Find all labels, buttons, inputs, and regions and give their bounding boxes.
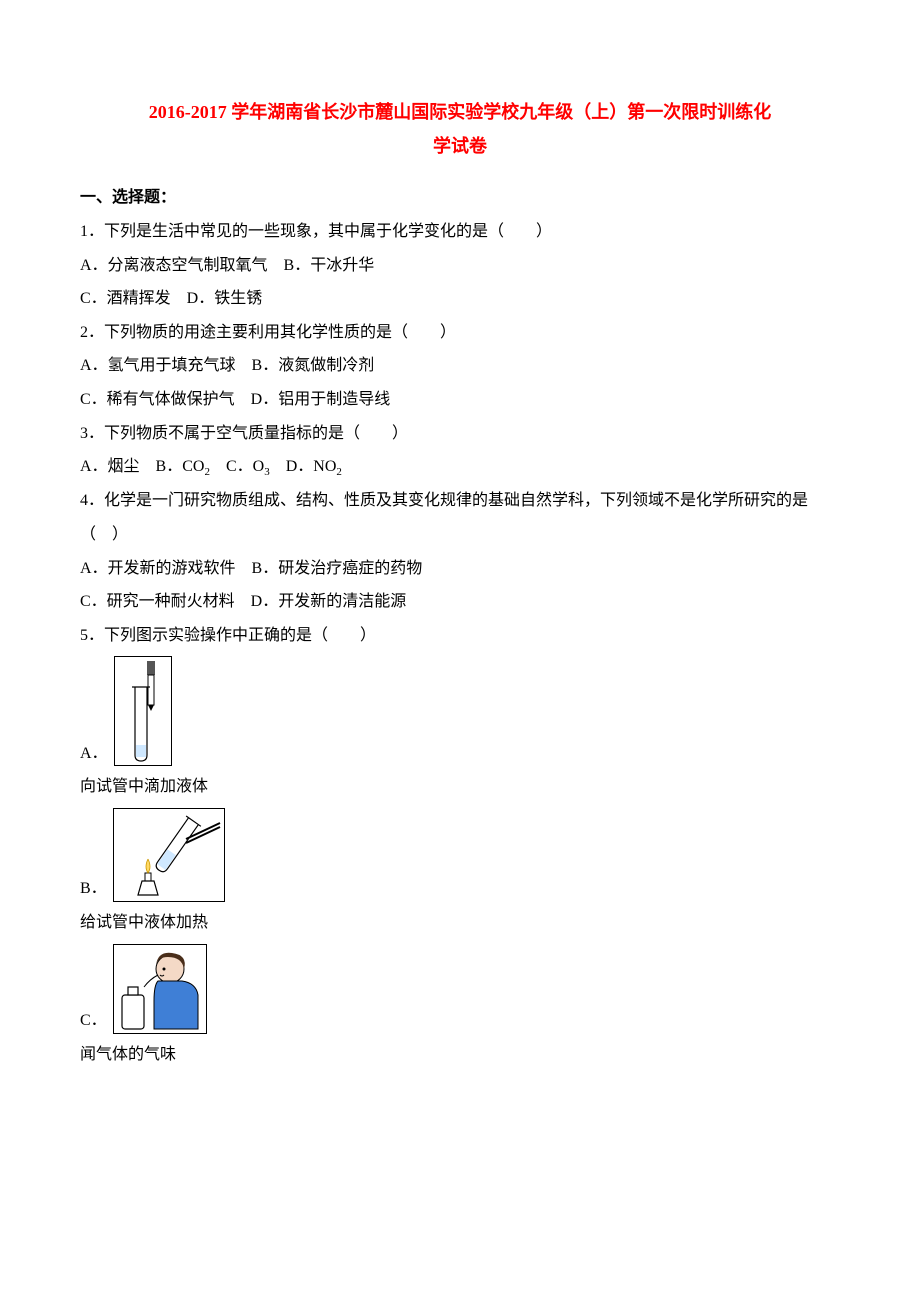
- q2-stem: 2．下列物质的用途主要利用其化学性质的是（ ）: [80, 316, 840, 350]
- q2-options-1: A．氢气用于填充气球 B．液氮做制冷剂: [80, 349, 840, 383]
- title-line-1: 2016-2017 学年湖南省长沙市麓山国际实验学校九年级（上）第一次限时训练化: [80, 95, 840, 129]
- section-1-heading: 一、选择题：: [80, 181, 840, 215]
- q5-option-c-caption: 闻气体的气味: [80, 1038, 840, 1072]
- q3-opt-a-b-prefix: A．烟尘 B．CO: [80, 458, 204, 475]
- q5-option-a-label: A．: [80, 737, 108, 771]
- q3-options: A．烟尘 B．CO2 C．O3 D．NO2: [80, 450, 840, 484]
- q4-options-1: A．开发新的游戏软件 B．研发治疗癌症的药物: [80, 552, 840, 586]
- title-line-2: 学试卷: [80, 129, 840, 163]
- q2-options-2: C．稀有气体做保护气 D．铝用于制造导线: [80, 383, 840, 417]
- q5-option-c-figure: [113, 944, 207, 1034]
- q3-stem: 3．下列物质不属于空气质量指标的是（ ）: [80, 417, 840, 451]
- q5-option-b: B．: [80, 804, 840, 906]
- exam-page: 2016-2017 学年湖南省长沙市麓山国际实验学校九年级（上）第一次限时训练化…: [0, 0, 920, 1131]
- q1-options-1: A．分离液态空气制取氧气 B．干冰升华: [80, 249, 840, 283]
- q5-option-a: A．: [80, 652, 840, 770]
- q5-option-c-label: C．: [80, 1004, 107, 1038]
- q5-stem: 5．下列图示实验操作中正确的是（ ）: [80, 619, 840, 653]
- q5-option-a-caption: 向试管中滴加液体: [80, 770, 840, 804]
- q5-option-b-figure: [113, 808, 225, 902]
- q5-option-a-figure: [114, 656, 172, 766]
- q1-stem: 1．下列是生活中常见的一些现象，其中属于化学变化的是（ ）: [80, 215, 840, 249]
- q4-options-2: C．研究一种耐火材料 D．开发新的清洁能源: [80, 585, 840, 619]
- q5-option-b-label: B．: [80, 872, 107, 906]
- q3-opt-c-mid: C．O: [210, 458, 264, 475]
- q4-stem: 4．化学是一门研究物质组成、结构、性质及其变化规律的基础自然学科，下列领域不是化…: [80, 484, 840, 551]
- q5-option-c: C．: [80, 940, 840, 1038]
- q3-sub-no2: 2: [336, 466, 342, 478]
- q1-options-2: C．酒精挥发 D．铁生锈: [80, 282, 840, 316]
- q5-option-b-caption: 给试管中液体加热: [80, 906, 840, 940]
- exam-title: 2016-2017 学年湖南省长沙市麓山国际实验学校九年级（上）第一次限时训练化…: [80, 95, 840, 163]
- q3-opt-d-suffix: D．NO: [270, 458, 337, 475]
